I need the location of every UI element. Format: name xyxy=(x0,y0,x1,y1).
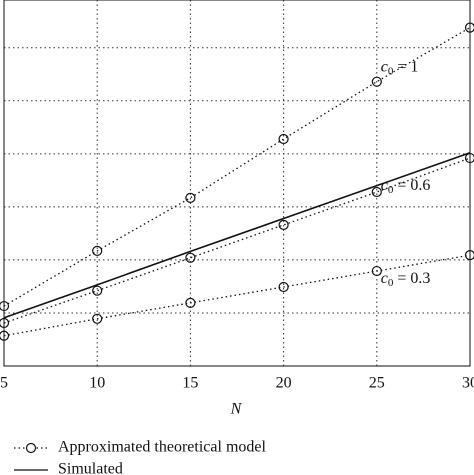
legend-label: Simulated xyxy=(58,461,123,475)
series-line xyxy=(3,152,471,319)
series-line xyxy=(3,27,471,307)
plot-frame xyxy=(3,0,471,367)
x-tick-label: 30 xyxy=(462,375,474,392)
data-point xyxy=(0,330,10,341)
data-point xyxy=(464,22,474,33)
data-point xyxy=(185,192,196,203)
series-annotation: c0 = 0.6 xyxy=(381,177,431,196)
data-point xyxy=(371,76,382,87)
data-point xyxy=(371,265,382,277)
series-annotation: c0 = 0.3 xyxy=(381,270,431,289)
data-point xyxy=(92,245,103,256)
x-axis-label: N xyxy=(230,401,243,418)
data-point xyxy=(185,297,196,308)
legend-marker xyxy=(25,442,37,454)
legend-label: Approximated theoretical model xyxy=(58,439,266,456)
x-tick-label: 15 xyxy=(182,375,198,392)
x-tick-label: 10 xyxy=(89,375,105,392)
series-line xyxy=(3,157,471,324)
data-point xyxy=(464,250,474,261)
data-point xyxy=(278,133,289,145)
data-point xyxy=(278,281,289,293)
series-annotation: c0 = 1 xyxy=(381,58,419,77)
x-tick-label: 5 xyxy=(0,375,8,392)
data-point xyxy=(371,186,382,198)
x-tick-label: 25 xyxy=(369,375,385,392)
data-point xyxy=(92,285,103,296)
series-line xyxy=(3,254,471,337)
data-point xyxy=(0,300,10,312)
x-tick-label: 20 xyxy=(276,375,292,392)
data-point xyxy=(0,317,10,329)
data-point xyxy=(92,313,103,324)
data-point xyxy=(185,252,196,263)
data-point xyxy=(278,219,289,231)
